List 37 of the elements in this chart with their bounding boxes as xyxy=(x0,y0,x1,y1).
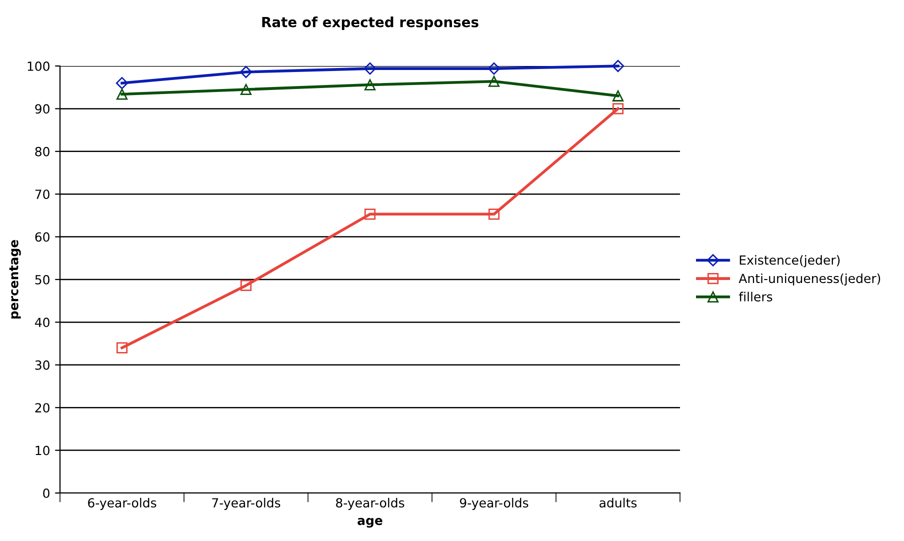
y-tick-label: 60 xyxy=(35,232,50,242)
point xyxy=(240,280,252,292)
y-tick-label: 70 xyxy=(35,190,50,200)
point xyxy=(364,208,376,220)
point xyxy=(116,76,128,90)
x-axis-title: age xyxy=(358,518,382,528)
x-tick-label: 6-year-olds xyxy=(88,498,156,510)
point xyxy=(116,342,128,354)
point xyxy=(240,66,252,78)
point xyxy=(488,76,500,87)
y-tick-label: 100 xyxy=(28,61,50,71)
y-tick-label: 40 xyxy=(34,318,50,328)
x-tick-label: adults xyxy=(600,498,637,508)
y-tick-label: 30 xyxy=(35,360,50,370)
y-tick-label: 80 xyxy=(35,146,50,156)
y-tick-label: 0 xyxy=(43,488,50,498)
legend-label: Anti-uniqueness(jeder) xyxy=(738,273,880,286)
point xyxy=(612,90,624,102)
point xyxy=(488,62,500,75)
y-tick-label: 10 xyxy=(36,446,50,456)
y-axis-title: percentage xyxy=(9,240,21,319)
point xyxy=(612,60,624,72)
point xyxy=(240,84,252,96)
x-tick-label: 9-year-olds xyxy=(460,498,528,510)
x-tick-label: 8-year-olds xyxy=(336,498,404,510)
point xyxy=(116,88,128,100)
point xyxy=(364,79,376,90)
y-tick-label: 90 xyxy=(35,104,50,114)
chart-title: Rate of expected responses xyxy=(262,16,478,30)
point xyxy=(612,103,624,114)
point xyxy=(364,62,376,75)
y-tick-label: 20 xyxy=(35,403,50,413)
x-tick-label: 7-year-olds xyxy=(212,498,280,510)
legend-label: Existence(jeder) xyxy=(740,255,840,268)
point xyxy=(488,208,500,220)
legend-label: fillers xyxy=(738,292,772,302)
y-tick-label: 50 xyxy=(35,274,50,284)
